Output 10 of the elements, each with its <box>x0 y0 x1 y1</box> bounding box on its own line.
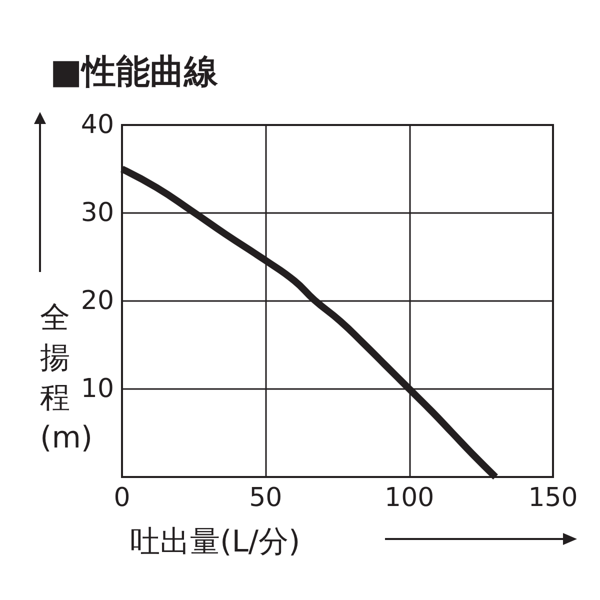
y-tick-label: 30 <box>80 198 114 228</box>
x-tick-label: 50 <box>249 483 282 513</box>
x-tick-label: 150 <box>528 483 578 513</box>
x-tick-label: 100 <box>384 483 434 513</box>
x-axis-title: 吐出量(L/分) <box>130 524 300 560</box>
chart-title: ■性能曲線 <box>50 52 220 92</box>
y-tick-label: 20 <box>80 286 114 316</box>
y-tick-label: 40 <box>80 110 114 140</box>
x-tick-label: 0 <box>114 483 130 513</box>
y-tick-label: 10 <box>80 374 114 404</box>
